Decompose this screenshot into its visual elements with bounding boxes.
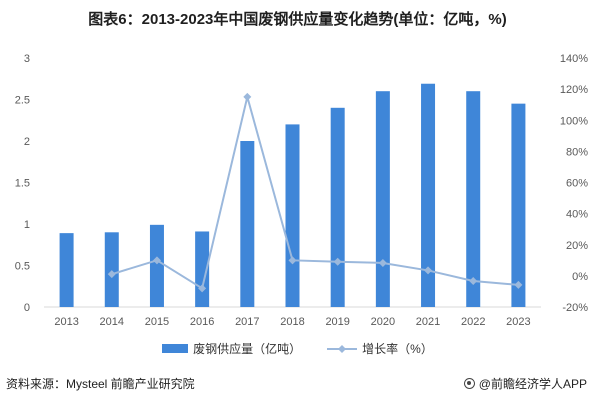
x-tick-label: 2019: [325, 316, 349, 328]
growth-rate-point: [424, 266, 433, 275]
growth-rate-line: [111, 96, 519, 290]
brand-note: @前瞻经济学人APP: [463, 375, 587, 392]
bar-supply: [104, 232, 119, 307]
x-tick-label: 2015: [145, 316, 169, 328]
y-right-tick-label: -20%: [562, 302, 588, 314]
legend-bar-label: 废钢供应量（亿吨）: [193, 342, 302, 356]
legend-line-label: 增长率（%）: [362, 342, 433, 356]
y-right-tick-label: 100%: [560, 115, 588, 127]
growth-rate-point: [107, 270, 116, 279]
bar-supply: [330, 107, 345, 307]
growth-rate-point: [288, 256, 297, 265]
y-left-tick-label: 2: [24, 136, 30, 148]
y-left-tick-label: 2.5: [15, 95, 30, 107]
chart-title: 图表6：2013-2023年中国废钢供应量变化趋势(单位：亿吨，%): [88, 11, 507, 28]
brand-text: @前瞻经济学人APP: [478, 377, 587, 391]
y-left-tick-label: 0: [24, 302, 30, 314]
legend-item-bar: 废钢供应量（亿吨）: [162, 340, 301, 357]
x-tick-label: 2020: [371, 316, 395, 328]
x-tick-label: 2022: [461, 316, 485, 328]
x-tick-label: 2017: [235, 316, 259, 328]
growth-rate-point: [243, 92, 252, 101]
bar-supply: [285, 124, 300, 308]
y-right-tick-label: 140%: [560, 53, 588, 65]
x-tick-label: 2013: [54, 316, 78, 328]
growth-rate-point: [198, 284, 207, 293]
growth-rate-point: [333, 257, 342, 266]
growth-rate-point: [469, 277, 478, 286]
y-right-tick-label: 80%: [566, 146, 588, 158]
bar-supply: [240, 141, 255, 307]
y-left-tick-label: 1: [24, 219, 30, 231]
brand-logo-icon: [463, 378, 475, 389]
y-right-tick-label: 60%: [566, 178, 588, 190]
y-left-tick-label: 1.5: [15, 178, 30, 190]
chart-legend: 废钢供应量（亿吨） 增长率（%）: [0, 340, 595, 357]
x-tick-label: 2021: [416, 316, 440, 328]
bar-supply: [59, 233, 74, 307]
legend-bar-swatch: [162, 344, 189, 353]
x-tick-label: 2014: [100, 316, 124, 328]
legend-item-line: 增长率（%）: [327, 340, 433, 357]
y-right-tick-label: 20%: [566, 240, 588, 252]
y-left-tick-label: 3: [24, 53, 30, 65]
y-right-tick-label: 120%: [560, 84, 588, 96]
bar-supply: [149, 224, 164, 307]
bar-supply: [511, 103, 526, 308]
growth-rate-point: [378, 258, 387, 267]
y-right-tick-label: 40%: [566, 209, 588, 221]
growth-rate-point: [152, 256, 161, 265]
y-right-tick-label: 0%: [572, 271, 588, 283]
bar-supply: [375, 91, 390, 307]
x-tick-label: 2018: [280, 316, 304, 328]
bar-supply: [421, 83, 436, 307]
source-note: 资料来源：Mysteel 前瞻产业研究院: [6, 377, 195, 391]
legend-line-swatch: [327, 344, 358, 353]
x-tick-label: 2016: [190, 316, 214, 328]
y-left-tick-label: 0.5: [15, 261, 30, 273]
bar-supply: [466, 91, 481, 307]
growth-rate-point: [514, 280, 523, 289]
x-tick-label: 2023: [506, 316, 530, 328]
